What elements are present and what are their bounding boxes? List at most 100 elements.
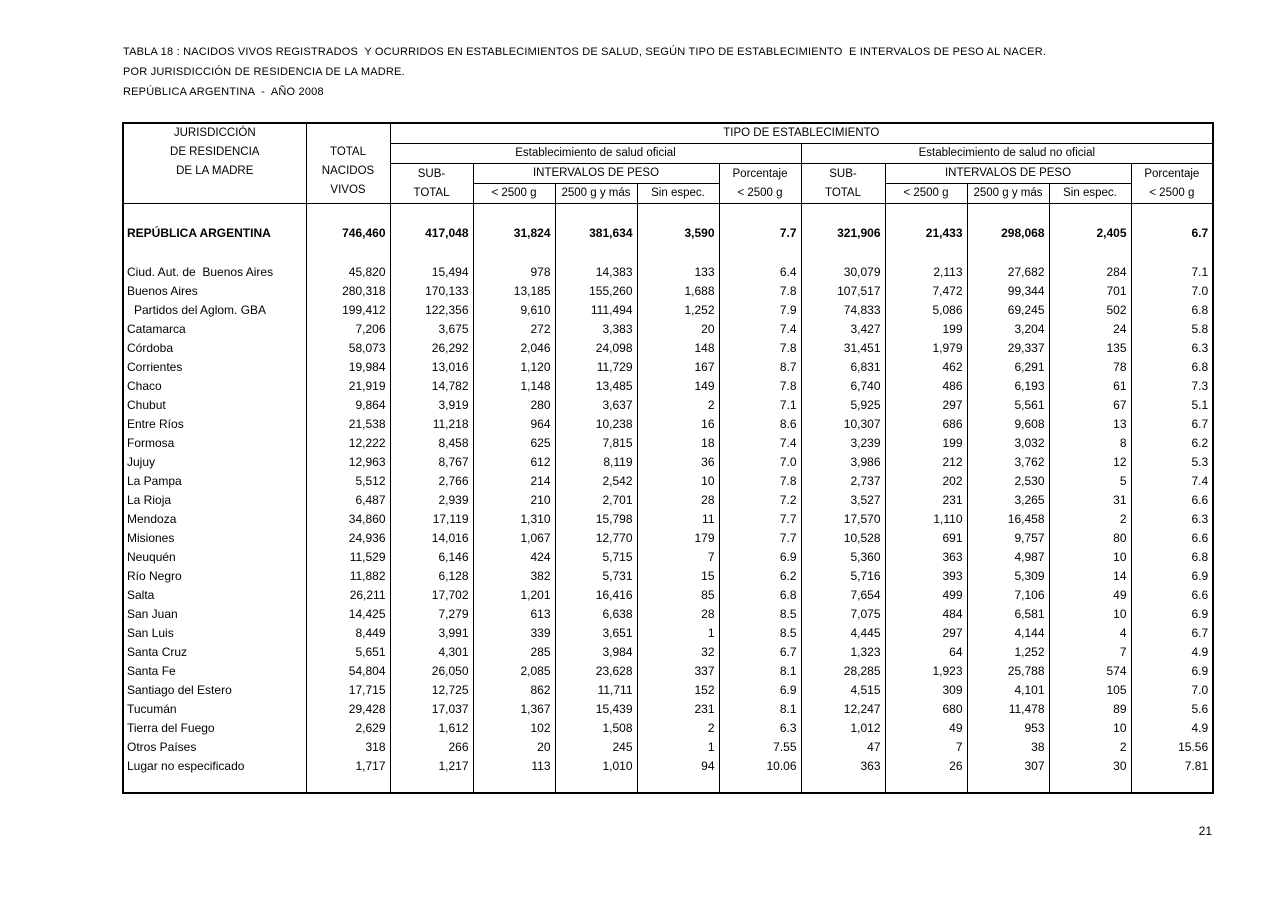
- value-cell: 6,128: [389, 566, 474, 586]
- value-cell: 2,113: [884, 262, 968, 282]
- header-subtotal-oficial: SUB- TOTAL: [389, 163, 474, 204]
- value-cell: 953: [966, 718, 1050, 738]
- value-cell: 6.8: [1130, 357, 1214, 377]
- value-cell: 1: [636, 623, 720, 643]
- value-cell: 15,798: [554, 509, 638, 529]
- value-cell: 13,016: [389, 357, 474, 377]
- value-cell: 23,628: [554, 661, 638, 681]
- value-cell: 625: [472, 433, 556, 453]
- value-cell: 7,472: [884, 281, 968, 301]
- value-cell: 6.9: [1130, 604, 1214, 624]
- header-intervalos-no-oficial: INTERVALOS DE PESO: [884, 163, 1132, 184]
- value-cell: 7.8: [718, 338, 802, 358]
- value-cell: 6.4: [718, 262, 802, 282]
- value-cell: 32: [636, 642, 720, 662]
- value-cell: 6,146: [389, 547, 474, 567]
- value-cell: 3,527: [800, 490, 886, 510]
- value-cell: 1,148: [472, 376, 556, 396]
- value-cell: 6.8: [1130, 547, 1214, 567]
- value-cell: 1,252: [966, 642, 1050, 662]
- value-cell: 24,936: [305, 528, 391, 548]
- spacer-row: [122, 242, 1214, 263]
- value-cell: 5.1: [1130, 395, 1214, 415]
- jurisdiction-label: Santa Cruz: [122, 642, 307, 662]
- table-row: Salta 26,211 17,702 1,201 16,416 85 6.8 7,654 49…: [122, 585, 1214, 605]
- value-cell: 1,612: [389, 718, 474, 738]
- value-cell: 5,561: [966, 395, 1050, 415]
- spacer-cell: [800, 242, 886, 263]
- value-cell: 31,451: [800, 338, 886, 358]
- value-cell: 122,356: [389, 300, 474, 320]
- value-cell: 686: [884, 414, 968, 434]
- header-peso-sinespec-oficial: Sin espec.: [636, 183, 720, 204]
- value-cell: 7: [1048, 642, 1132, 662]
- value-cell: 1,310: [472, 509, 556, 529]
- value-cell: 13: [1048, 414, 1132, 434]
- value-cell: 6,638: [554, 604, 638, 624]
- value-cell: 3,383: [554, 319, 638, 339]
- spacer-cell: [1130, 203, 1214, 224]
- table-row: Santa Cruz 5,651 4,301 285 3,984 32 6.7 1,323 64…: [122, 642, 1214, 662]
- value-cell: 6.6: [1130, 490, 1214, 510]
- value-cell: 105: [1048, 680, 1132, 700]
- value-cell: 297: [884, 395, 968, 415]
- value-cell: 199: [884, 433, 968, 453]
- spacer-cell: [718, 775, 802, 793]
- value-cell: 17,119: [389, 509, 474, 529]
- jurisdiction-label: Buenos Aires: [122, 281, 307, 301]
- jurisdiction-label: Jujuy: [122, 452, 307, 472]
- value-cell: 484: [884, 604, 968, 624]
- value-cell: 10,238: [554, 414, 638, 434]
- value-cell: 199: [884, 319, 968, 339]
- value-cell: 1: [636, 737, 720, 757]
- spacer-cell: [1048, 242, 1132, 263]
- value-cell: 17,570: [800, 509, 886, 529]
- value-cell: 38: [966, 737, 1050, 757]
- jurisdiction-label: Neuquén: [122, 547, 307, 567]
- value-cell: 6.8: [718, 585, 802, 605]
- jurisdiction-label: Córdoba: [122, 338, 307, 358]
- value-cell: 10: [1048, 547, 1132, 567]
- header-tipo-establecimiento: TIPO DE ESTABLECIMIENTO: [389, 122, 1214, 144]
- value-cell: 8.7: [718, 357, 802, 377]
- value-cell: 148: [636, 338, 720, 358]
- value-cell: 7.8: [718, 281, 802, 301]
- value-cell: 20: [472, 737, 556, 757]
- value-cell: 8.6: [718, 414, 802, 434]
- jurisdiction-label: Entre Ríos: [122, 414, 307, 434]
- header-porcentaje-oficial-line1: Porcentaje: [732, 167, 788, 180]
- spacer-cell: [636, 242, 720, 263]
- value-cell: 5,716: [800, 566, 886, 586]
- value-cell: 202: [884, 471, 968, 491]
- value-cell: 10.06: [718, 756, 802, 776]
- value-cell: 3,991: [389, 623, 474, 643]
- spacer-row: [122, 775, 1214, 793]
- value-cell: 69,245: [966, 300, 1050, 320]
- value-cell: 7.9: [718, 300, 802, 320]
- value-cell: 424: [472, 547, 556, 567]
- value-cell: 3,651: [554, 623, 638, 643]
- value-cell: 11,711: [554, 680, 638, 700]
- value-cell: 6.7: [1130, 223, 1214, 243]
- page-number: 21: [1198, 824, 1212, 838]
- value-cell: 99,344: [966, 281, 1050, 301]
- table-row: Ciud. Aut. de Buenos Aires 45,820 15,494 97…: [122, 262, 1214, 282]
- value-cell: 3,986: [800, 452, 886, 472]
- value-cell: 6,193: [966, 376, 1050, 396]
- value-cell: 64: [884, 642, 968, 662]
- table-row: La Pampa 5,512 2,766 214 2,542 10 7.8 2,737 202 2…: [122, 471, 1214, 491]
- table-row: Jujuy 12,963 8,767 612 8,119 36 7.0 3,986 212 3,7…: [122, 452, 1214, 472]
- jurisdiction-label: Tierra del Fuego: [122, 718, 307, 738]
- value-cell: 2,766: [389, 471, 474, 491]
- value-cell: 15: [636, 566, 720, 586]
- value-cell: 272: [472, 319, 556, 339]
- value-cell: 14,425: [305, 604, 391, 624]
- value-cell: 21,538: [305, 414, 391, 434]
- value-cell: 2,629: [305, 718, 391, 738]
- value-cell: 862: [472, 680, 556, 700]
- value-cell: 7.81: [1130, 756, 1214, 776]
- value-cell: 12,222: [305, 433, 391, 453]
- jurisdiction-label: La Rioja: [122, 490, 307, 510]
- value-cell: 3,239: [800, 433, 886, 453]
- value-cell: 45,820: [305, 262, 391, 282]
